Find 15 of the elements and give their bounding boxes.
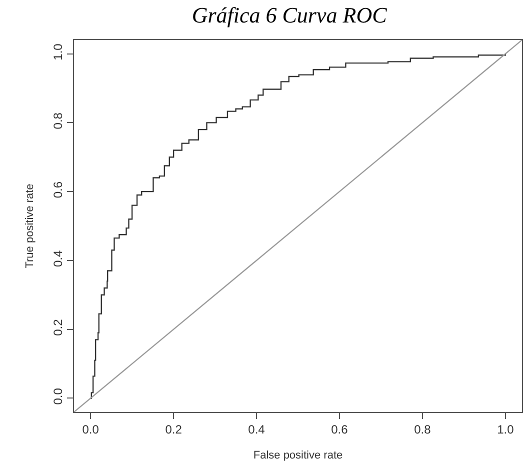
y-tick-label: 0.6 — [51, 181, 66, 198]
y-tick-label: 1.0 — [51, 43, 66, 60]
x-axis-title: False positive rate — [253, 450, 343, 462]
y-tick-label: 0.2 — [51, 318, 66, 336]
x-tick-label: 0.8 — [414, 422, 432, 436]
x-tick-label: 0.0 — [82, 422, 100, 436]
x-tick-label: 0.4 — [248, 422, 266, 436]
y-tick-label: 0.4 — [51, 250, 66, 267]
x-tick-label: 1.0 — [497, 422, 514, 436]
y-tick-label: 0.8 — [51, 112, 66, 130]
chart-title: Gráfica 6 Curva ROC — [192, 2, 388, 28]
y-axis-title: True positive rate — [24, 184, 36, 268]
x-tick-label: 0.6 — [331, 422, 348, 436]
x-tick-label: 0.2 — [165, 422, 182, 436]
y-tick-label: 0.0 — [51, 388, 66, 405]
